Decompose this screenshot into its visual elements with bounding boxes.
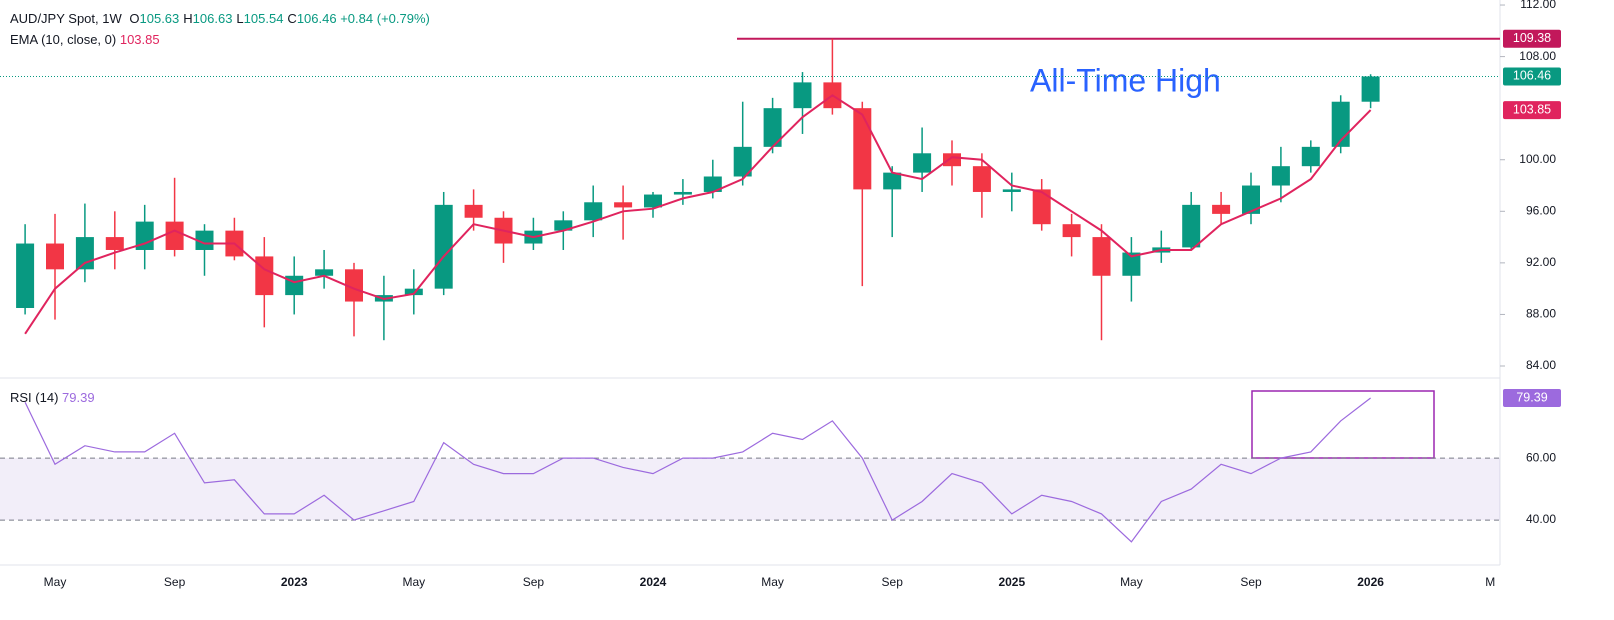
candle-body	[1032, 189, 1051, 225]
ema-name: EMA (10, close, 0)	[10, 32, 117, 47]
y-tick-label: 100.00	[1519, 152, 1556, 166]
candle-body	[1301, 146, 1320, 167]
y-tick-label: 60.00	[1526, 450, 1556, 464]
candle-body	[464, 204, 483, 218]
resistance-tag-label: 109.38	[1513, 31, 1551, 45]
x-tick-label: 2023	[281, 575, 308, 589]
candle-body	[345, 269, 363, 302]
field-value: 106.63	[192, 11, 233, 26]
ohlc: O105.63 H106.63 L105.54 C106.46	[125, 11, 336, 26]
candle-body	[1361, 76, 1380, 102]
candle-body	[1062, 224, 1081, 238]
y-tick-label: 92.00	[1526, 255, 1556, 269]
x-tick-label: May	[402, 575, 425, 589]
x-tick-label: Sep	[882, 575, 904, 589]
change-pct: (+0.79%)	[376, 11, 430, 26]
x-tick-label: 2025	[998, 575, 1025, 589]
candle-body	[404, 288, 423, 296]
rsi-highlight-box	[1251, 390, 1435, 459]
candle-body	[46, 243, 64, 270]
y-tick-label: 96.00	[1526, 203, 1556, 217]
candle-body	[165, 221, 184, 250]
ema-tag-label: 103.85	[1513, 102, 1551, 116]
last-price-tag	[1503, 67, 1561, 86]
x-tick-label: M	[1485, 575, 1495, 589]
x-tick-label: May	[44, 575, 67, 589]
line	[24, 94, 1372, 335]
x-tick-label: May	[1120, 575, 1143, 589]
candle-body	[913, 153, 932, 173]
symbol: AUD/JPY Spot, 1W	[10, 11, 122, 26]
candle-body	[434, 204, 453, 289]
y-tick-label: 40.00	[1526, 512, 1556, 526]
candle-body	[644, 194, 662, 208]
candle-body	[1092, 237, 1111, 276]
candle-body	[972, 166, 991, 192]
candle-body	[1242, 185, 1260, 214]
change: +0.84	[340, 11, 374, 26]
field-label: O	[129, 11, 140, 26]
field-value: 105.54	[243, 11, 284, 26]
rsi-band	[0, 458, 1500, 521]
x-tick-label: 2026	[1357, 575, 1384, 589]
candle-body	[135, 221, 154, 250]
candle-body	[1002, 189, 1021, 192]
candle-body	[1182, 204, 1201, 248]
ema-tag	[1503, 101, 1561, 120]
y-tick-label: 112.00	[1520, 0, 1556, 11]
candle-body	[883, 172, 902, 190]
ema-legend: EMA (10, close, 0) 103.85	[10, 32, 160, 47]
candle-body	[16, 243, 35, 308]
candle-body	[584, 202, 603, 221]
x-tick-label: Sep	[523, 575, 545, 589]
candle-body	[943, 153, 961, 167]
rsi-legend: RSI (14) 79.39	[10, 390, 95, 405]
candle-body	[614, 202, 633, 208]
candle-body	[315, 269, 334, 276]
field-label: L	[236, 11, 244, 26]
price-legend: AUD/JPY Spot, 1W O105.63 H106.63 L105.54 C1…	[10, 11, 430, 26]
candle-body	[763, 108, 782, 147]
candle-body	[255, 256, 274, 296]
rsi-value: 79.39	[62, 390, 95, 405]
y-tick-label: 88.00	[1526, 307, 1556, 321]
candle-body	[554, 220, 573, 231]
candle-body	[195, 230, 214, 250]
last-price-tag-label: 106.46	[1513, 69, 1551, 83]
candle-body	[733, 146, 752, 177]
x-tick-label: 2024	[640, 575, 667, 589]
rsi-tag-label: 79.39	[1516, 390, 1547, 404]
x-tick-label: Sep	[1240, 575, 1262, 589]
line	[24, 397, 1371, 543]
candle-body	[703, 176, 722, 192]
field-label: C	[287, 11, 297, 26]
field-value: 105.63	[139, 11, 180, 26]
candle-body	[853, 108, 872, 190]
resistance-tag	[1503, 29, 1561, 48]
y-tick-label: 84.00	[1526, 358, 1556, 372]
rsi-name: RSI (14)	[10, 390, 59, 405]
ema-value: 103.85	[119, 32, 160, 47]
candle-body	[75, 237, 94, 270]
candle-body	[793, 82, 812, 109]
candle-body	[1271, 166, 1290, 186]
candle-body	[1122, 252, 1141, 276]
x-tick-label: Sep	[164, 575, 186, 589]
x-tick-label: May	[761, 575, 784, 589]
candle-body	[1212, 204, 1231, 214]
field-label: H	[183, 11, 193, 26]
candle-body	[105, 237, 124, 250]
field-value: 106.46	[296, 11, 337, 26]
y-tick-label: 108.00	[1519, 49, 1556, 63]
candle-body	[673, 191, 692, 195]
rsi-tag	[1503, 389, 1561, 408]
annotation: All-Time High	[1030, 62, 1221, 98]
